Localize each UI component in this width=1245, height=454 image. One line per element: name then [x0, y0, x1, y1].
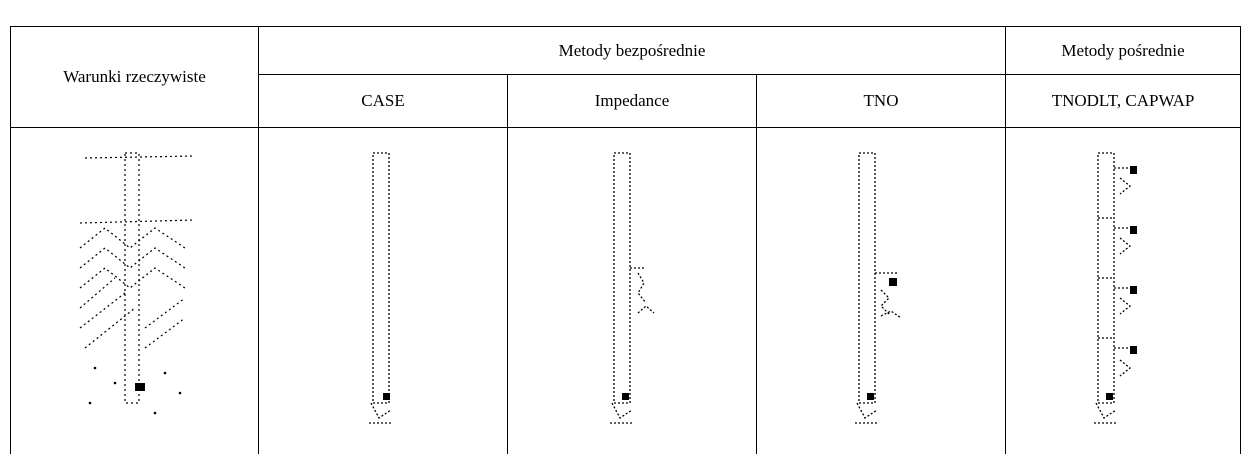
column-header: TNODLT, CAPWAP: [1005, 74, 1242, 128]
header-cell: Metody pośrednie: [1005, 26, 1242, 75]
column-header: CASE: [258, 74, 508, 128]
pile-diagram: [855, 152, 902, 424]
soil-diagram: [79, 152, 195, 415]
methods-table: Warunki rzeczywiste Metody bezpośrednie …: [10, 26, 1242, 454]
header-cell: Warunki rzeczywiste: [10, 26, 259, 128]
header-cell: Metody bezpośrednie: [257, 26, 1007, 75]
diagram-cell: [1005, 127, 1242, 454]
diagram-cell: [10, 127, 259, 454]
pile-diagram: [1094, 152, 1138, 424]
column-header: Impedance: [507, 74, 757, 128]
diagram-cell: [507, 127, 757, 454]
diagram-cell: [258, 127, 508, 454]
pile-diagram: [369, 152, 393, 424]
pile-diagram: [610, 152, 655, 424]
diagram-cell: [755, 127, 1007, 454]
column-header: TNO: [755, 74, 1007, 128]
